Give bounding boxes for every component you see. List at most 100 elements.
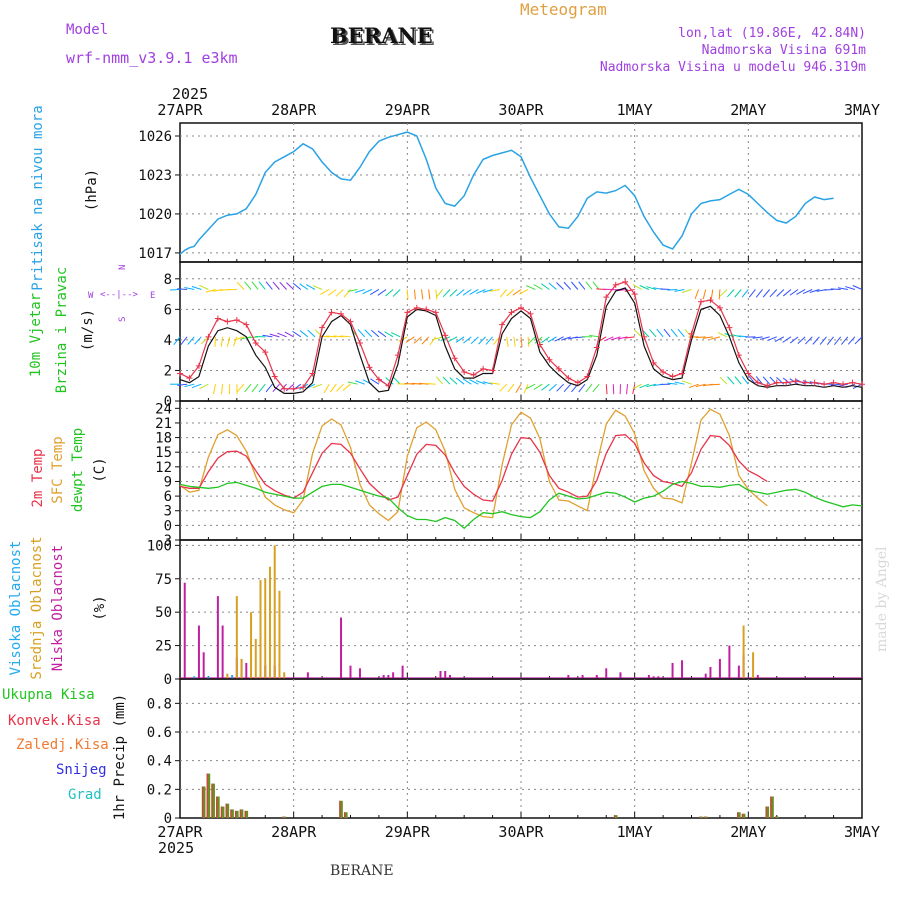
product-title: Meteogram	[520, 0, 607, 19]
temperature-ytick-label: 12	[155, 460, 172, 476]
wind-barb	[269, 333, 280, 338]
wind-speed-marker	[480, 365, 487, 372]
wind-barb	[830, 288, 841, 290]
wind-speed-marker	[432, 309, 439, 316]
wind-barb	[220, 384, 224, 395]
wind-barb	[592, 383, 600, 393]
wind-barb	[727, 376, 735, 385]
wind-barb	[335, 289, 344, 297]
time-label-bottom: 30APR	[498, 823, 544, 841]
precip-bar-conv	[703, 816, 706, 818]
wind-speed-marker	[328, 309, 335, 316]
wind-barb	[674, 289, 685, 292]
precip-bar	[235, 810, 239, 818]
wind-barb	[617, 336, 628, 340]
wind-ytick-label: 8	[164, 272, 172, 288]
wind-barb	[390, 332, 401, 338]
wind-speed-marker	[565, 375, 572, 382]
wind-barb	[515, 383, 522, 394]
wind-barb	[272, 281, 280, 290]
wind-barb	[681, 380, 692, 385]
wind-speed-marker	[849, 379, 856, 386]
wind-speed-marker	[622, 278, 629, 285]
compass-arrows: <--|-->	[100, 290, 139, 300]
wind-barb	[589, 334, 600, 338]
time-label-top: 1MAY	[617, 101, 653, 119]
wind-barb	[425, 382, 436, 385]
wind-barb	[624, 336, 635, 339]
wind-barb	[826, 336, 834, 345]
wind-barb	[404, 382, 415, 385]
wind-speed-marker	[584, 373, 591, 380]
time-label-bottom: 3MAY	[844, 823, 880, 841]
wind-barb	[184, 287, 195, 290]
wind-barb	[789, 289, 799, 296]
wind-barb	[634, 329, 643, 338]
wind-barb	[455, 336, 465, 343]
legend-hail: Grad	[68, 787, 102, 803]
cloud-unit: (%)	[92, 595, 108, 620]
wind-barb	[523, 383, 529, 394]
wind-speed-marker	[641, 333, 648, 340]
wind-ylabel: 10m Vjetar	[28, 293, 44, 377]
wind-barb	[554, 336, 564, 342]
wind-barb	[336, 383, 344, 392]
wind-speed-marker	[224, 318, 231, 325]
wind-barb	[258, 281, 266, 290]
wind-speed-marker	[660, 368, 667, 375]
model-elevation-label: Nadmorska Visina u modelu 946.319m	[600, 60, 866, 75]
precip-bar	[741, 813, 746, 818]
wind-speed-marker	[574, 379, 581, 386]
time-label-top: 30APR	[498, 101, 544, 119]
wind-barb	[782, 377, 792, 385]
wind-barb	[411, 382, 422, 385]
cloud-high-ylabel: Visoka Oblacnost	[8, 541, 24, 676]
wind-barb	[767, 336, 777, 342]
wind-barb	[695, 383, 706, 388]
wind-barb	[236, 383, 245, 393]
wind-barb	[371, 329, 380, 338]
precip-bar	[230, 809, 234, 818]
wind-barb	[689, 383, 699, 389]
wind-barb	[455, 377, 465, 385]
wind-barb	[632, 384, 636, 395]
wind-barb	[180, 336, 188, 345]
precip-bar	[220, 806, 225, 818]
wind-barb	[233, 336, 238, 347]
temperature-frame	[179, 400, 863, 541]
wind-barb	[677, 328, 685, 338]
wind-speed-marker	[347, 318, 354, 325]
wind-barb	[834, 336, 842, 345]
wind-barb	[184, 383, 195, 388]
wind-barb	[327, 289, 337, 296]
time-label-top: 28APR	[271, 101, 317, 119]
wind-speed-marker	[499, 321, 506, 328]
wind-barb	[265, 383, 273, 393]
wind-barb	[592, 281, 600, 290]
wind-barb	[726, 289, 735, 298]
wind-barb	[646, 383, 657, 388]
precip-bar-conv	[239, 809, 241, 818]
wind-barb	[719, 376, 728, 385]
time-label-bottom: 2MAY	[730, 823, 766, 841]
wind-barb	[306, 284, 316, 290]
wind-barb	[776, 289, 785, 297]
wind-barb	[684, 329, 692, 338]
precip-bar-conv	[339, 800, 341, 818]
wind-barb	[506, 336, 509, 347]
precip-panel: 0 0.2 0.4 0.6 0.8	[147, 678, 863, 827]
wind-barb	[506, 289, 515, 297]
wind-barb	[489, 382, 500, 385]
wind-barb	[709, 383, 720, 386]
wind-barb	[604, 336, 614, 342]
precip-bar	[774, 816, 779, 818]
wind-barb	[663, 328, 671, 338]
precip-bar	[613, 815, 618, 818]
wind-barb	[469, 379, 479, 385]
wind-barb	[717, 332, 728, 338]
wind-barb	[548, 383, 557, 392]
wind-barb	[541, 336, 550, 344]
wind-barb	[762, 376, 771, 385]
wind-barb	[789, 336, 799, 344]
